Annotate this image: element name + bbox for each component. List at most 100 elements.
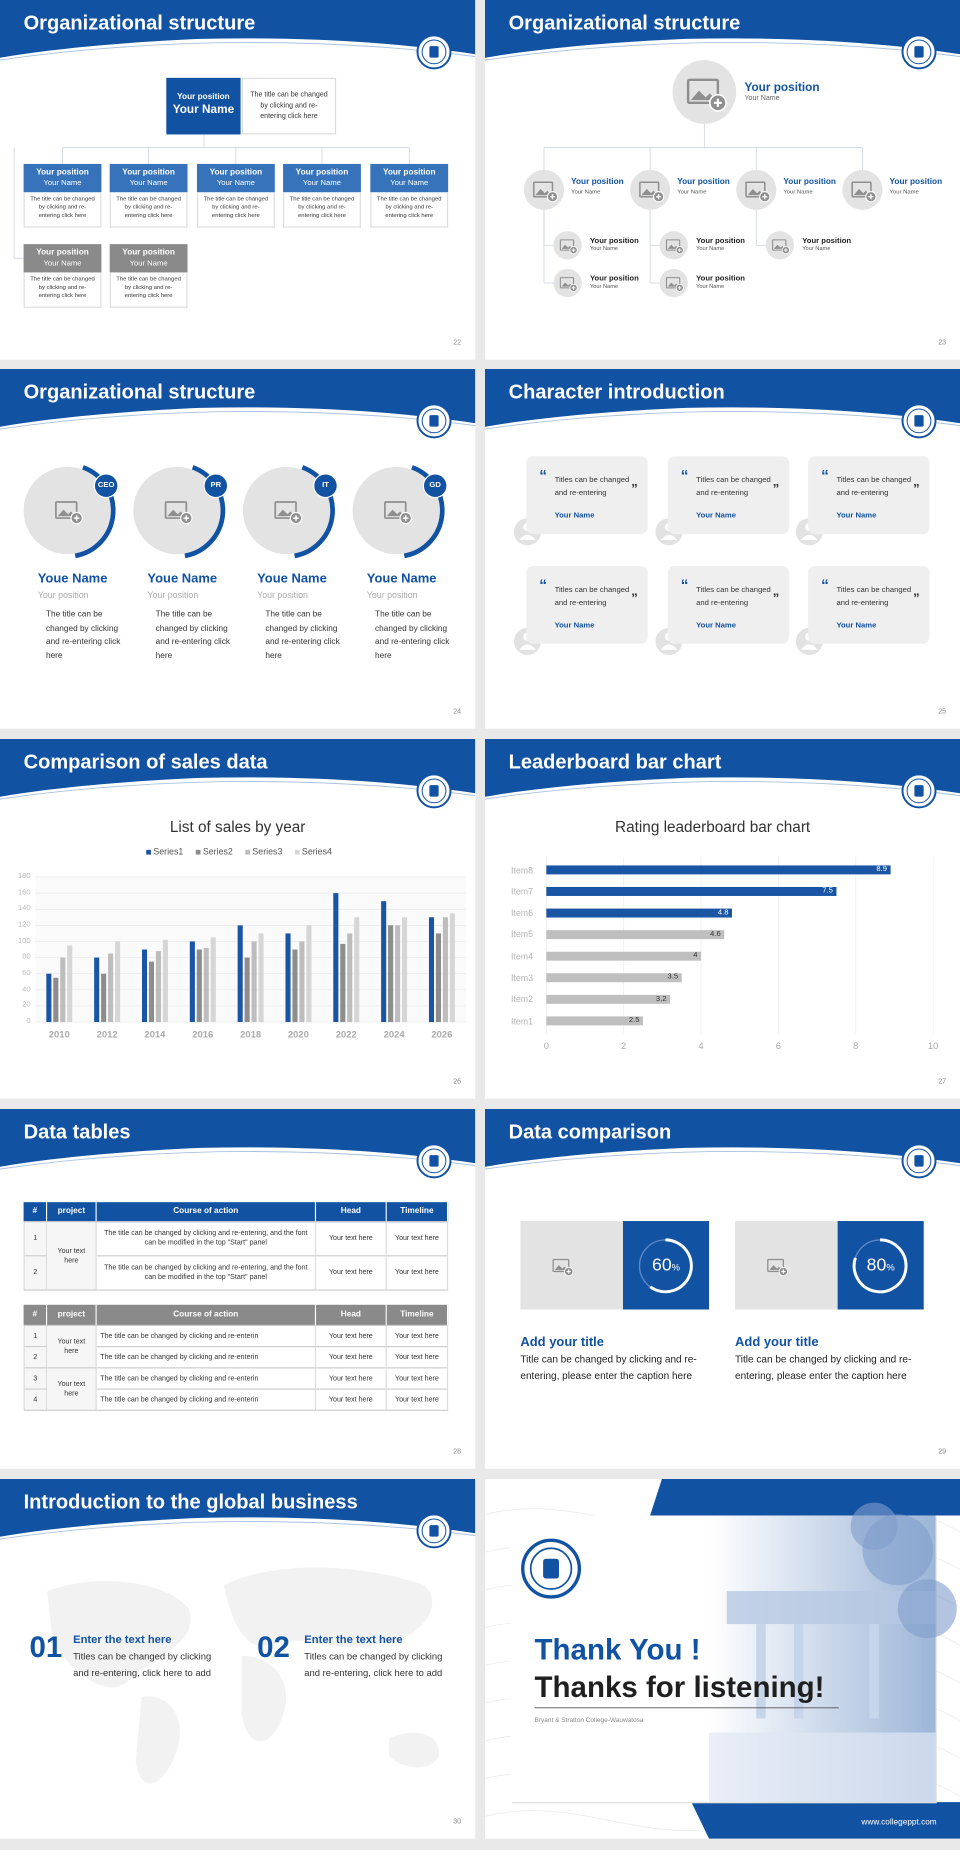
- row-number: 4: [23, 1389, 48, 1411]
- donut-value: 80: [866, 1254, 887, 1275]
- x-tick-label: 2014: [144, 1029, 166, 1041]
- card: [807, 566, 930, 644]
- header-band: [0, 0, 476, 58]
- slide-graphics: [484, 1478, 960, 1839]
- bar: [292, 949, 298, 1023]
- bar: [189, 941, 195, 1023]
- image-icon: [766, 1258, 784, 1272]
- image-icon: [851, 181, 872, 198]
- y-tick-label: Item1: [510, 1016, 533, 1027]
- bar: [258, 933, 264, 1023]
- bar: [546, 930, 724, 940]
- slide-title: Introduction to the global business: [23, 1490, 358, 1514]
- row-timeline: Your text here: [386, 1368, 449, 1390]
- page-number: 22: [453, 339, 462, 347]
- y-tick-label: 0: [26, 1017, 31, 1027]
- quote-text: Titles can be changed and re-entering: [836, 476, 911, 498]
- child-name: Your Name: [589, 246, 618, 253]
- child-position: Your position: [589, 274, 639, 284]
- row-project: Your text here: [47, 1221, 97, 1291]
- y-tick-label: 80: [22, 953, 31, 962]
- node-position: Your position: [676, 178, 730, 187]
- item-text: Titles can be changed by clicking and re…: [73, 1651, 212, 1679]
- x-tick-label: 10: [927, 1041, 939, 1052]
- row-head: Your text here: [316, 1389, 387, 1411]
- quote-text: Titles can be changed and re-entering: [695, 476, 771, 498]
- bar: [546, 973, 682, 983]
- row-head: Your text here: [316, 1346, 387, 1369]
- logo-ring: [529, 1547, 572, 1590]
- child-name: Your Name: [695, 284, 724, 291]
- card-name: Your Name: [554, 511, 595, 521]
- member-box: [196, 163, 275, 193]
- slide-graphics: [484, 369, 960, 657]
- card: [525, 566, 648, 644]
- child-position: Your position: [695, 237, 745, 246]
- donut-arc: [852, 1238, 908, 1293]
- person-note: The title can be changed by clicking and…: [265, 610, 340, 660]
- legend-swatch: [146, 850, 151, 856]
- child-position: Your position: [695, 274, 745, 284]
- chart-title: List of sales by year: [169, 818, 306, 837]
- member-note: The title can be changed by clicking and…: [109, 192, 188, 228]
- portrait-arc: [74, 465, 116, 559]
- header-curve: [0, 41, 476, 61]
- bar: [546, 909, 732, 918]
- bar: [46, 974, 52, 1023]
- person-position: Your position: [147, 589, 199, 601]
- slide: Leaderboard bar chart 27 Rating leaderboar…: [484, 739, 960, 1100]
- donut-unit: %: [886, 1261, 895, 1273]
- logo-ring: [421, 778, 447, 804]
- header-curve: [484, 781, 960, 801]
- top-position: Your position: [744, 81, 820, 95]
- page-number: 26: [453, 1079, 462, 1087]
- row-head: Your text here: [316, 1256, 387, 1291]
- card-name: Your Name: [554, 621, 595, 630]
- map-shape: [389, 1732, 440, 1768]
- slide: Introduction to the global business 30 01 E…: [0, 1478, 476, 1839]
- child-position: Your position: [589, 237, 639, 246]
- bar: [101, 974, 107, 1023]
- portrait: [242, 467, 331, 555]
- row-head: Your text here: [316, 1221, 387, 1257]
- logo-shield: [429, 46, 439, 58]
- slide-graphics: [0, 0, 476, 259]
- image-icon-plus-sign: [677, 286, 682, 290]
- person-position: Your position: [37, 589, 89, 601]
- y-tick-label: Item3: [510, 972, 533, 984]
- slide: Organizational structure 23 Your position Y…: [484, 0, 960, 360]
- image-icon-plus-sign: [571, 248, 576, 252]
- image-icon-plus-sign: [677, 248, 682, 252]
- member-box: [23, 163, 102, 193]
- value-label: 4.6: [709, 930, 721, 939]
- bar: [347, 933, 353, 1023]
- donut-value: 60: [651, 1254, 672, 1275]
- legend-label: Series4: [301, 846, 332, 858]
- image-icon: [384, 501, 407, 520]
- bar: [244, 958, 250, 1023]
- x-tick-label: 2010: [48, 1029, 70, 1041]
- bar: [115, 941, 121, 1023]
- header-band: [484, 369, 960, 427]
- x-tick-label: 2018: [240, 1029, 262, 1041]
- bar: [203, 948, 209, 1023]
- legend-swatch: [245, 850, 251, 856]
- avatar: [659, 231, 688, 260]
- row-head: Your text here: [316, 1325, 387, 1347]
- y-tick-label: 140: [17, 904, 31, 914]
- donut-label: 80%: [837, 1255, 923, 1276]
- bar: [210, 937, 216, 1023]
- logo-ring: [906, 39, 932, 65]
- header-band: [0, 369, 476, 427]
- table-header: Timeline: [386, 1201, 449, 1222]
- y-tick-label: 60: [22, 969, 31, 978]
- table-header: Course of action: [96, 1201, 317, 1222]
- y-tick-label: Item4: [510, 951, 533, 962]
- x-tick-label: 2: [620, 1041, 627, 1052]
- item-title: Add your title: [734, 1335, 819, 1350]
- slide: Comparison of sales data 26 List of sales …: [0, 739, 476, 1100]
- image-icon: [559, 239, 574, 251]
- table-header: Timeline: [386, 1304, 449, 1326]
- row-action: The title can be changed by clicking and…: [96, 1221, 317, 1257]
